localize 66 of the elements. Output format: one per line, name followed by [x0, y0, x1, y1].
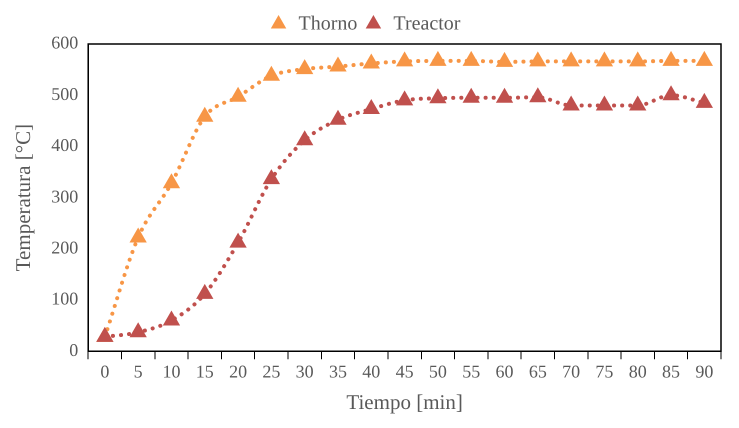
y-tick-label: 200 [51, 238, 78, 258]
point [198, 286, 212, 299]
x-tick-label: 90 [695, 362, 714, 382]
point [630, 97, 645, 110]
point [497, 54, 512, 67]
x-tick-label: 35 [328, 362, 347, 382]
point [664, 87, 678, 100]
point [697, 52, 712, 66]
point [264, 171, 279, 184]
point [597, 53, 612, 66]
x-tick-label: 5 [134, 362, 143, 382]
y-tick-label: 0 [69, 340, 78, 360]
x-tick-label: 50 [428, 362, 447, 382]
point [230, 234, 246, 248]
x-tick-label: 45 [396, 362, 414, 382]
point [597, 97, 612, 110]
point [664, 52, 678, 66]
point [297, 61, 312, 74]
point [564, 97, 578, 110]
x-tick-label: 80 [628, 362, 647, 382]
x-tick-label: 0 [100, 362, 110, 382]
point [397, 92, 412, 106]
x-tick-label: 30 [296, 362, 314, 382]
y-tick-label: 600 [51, 32, 78, 53]
point [264, 68, 279, 81]
y-axis-title: Temperatura [°C] [11, 124, 36, 272]
point [164, 312, 179, 326]
point [397, 53, 412, 66]
point [330, 58, 346, 72]
x-tick-label: 20 [229, 362, 248, 382]
point [497, 90, 512, 103]
x-tick-label: 40 [362, 362, 380, 382]
y-tick-label: 300 [51, 186, 78, 206]
point [230, 88, 246, 102]
x-tick-label: 15 [196, 362, 214, 382]
x-tick-label: 85 [662, 362, 680, 382]
x-tick-label: 65 [528, 362, 547, 382]
point [330, 112, 346, 125]
point [297, 132, 312, 146]
x-tick-label: 10 [162, 362, 180, 382]
x-tick-label: 75 [595, 362, 614, 382]
point [198, 108, 212, 122]
x-tick-label: 60 [496, 362, 514, 382]
legend-label: Thorno [298, 12, 358, 34]
point [364, 101, 378, 114]
x-tick-label: 25 [262, 362, 280, 382]
point [164, 175, 179, 188]
point [530, 89, 546, 102]
point [564, 53, 578, 66]
point [697, 94, 712, 108]
point [130, 230, 146, 243]
x-tick-label: 55 [462, 362, 480, 382]
legend-label: Treactor [393, 12, 461, 34]
point [530, 53, 546, 66]
x-tick-label: 70 [562, 362, 580, 382]
x-axis-title: Tiempo [min] [346, 390, 463, 414]
point [430, 90, 446, 104]
point [130, 324, 146, 338]
y-tick-label: 500 [51, 84, 78, 104]
y-tick-label: 400 [51, 135, 78, 156]
point [430, 52, 446, 66]
point [364, 55, 378, 68]
point [630, 53, 645, 66]
point [464, 90, 478, 103]
point [464, 52, 478, 66]
y-tick-label: 100 [51, 288, 78, 309]
